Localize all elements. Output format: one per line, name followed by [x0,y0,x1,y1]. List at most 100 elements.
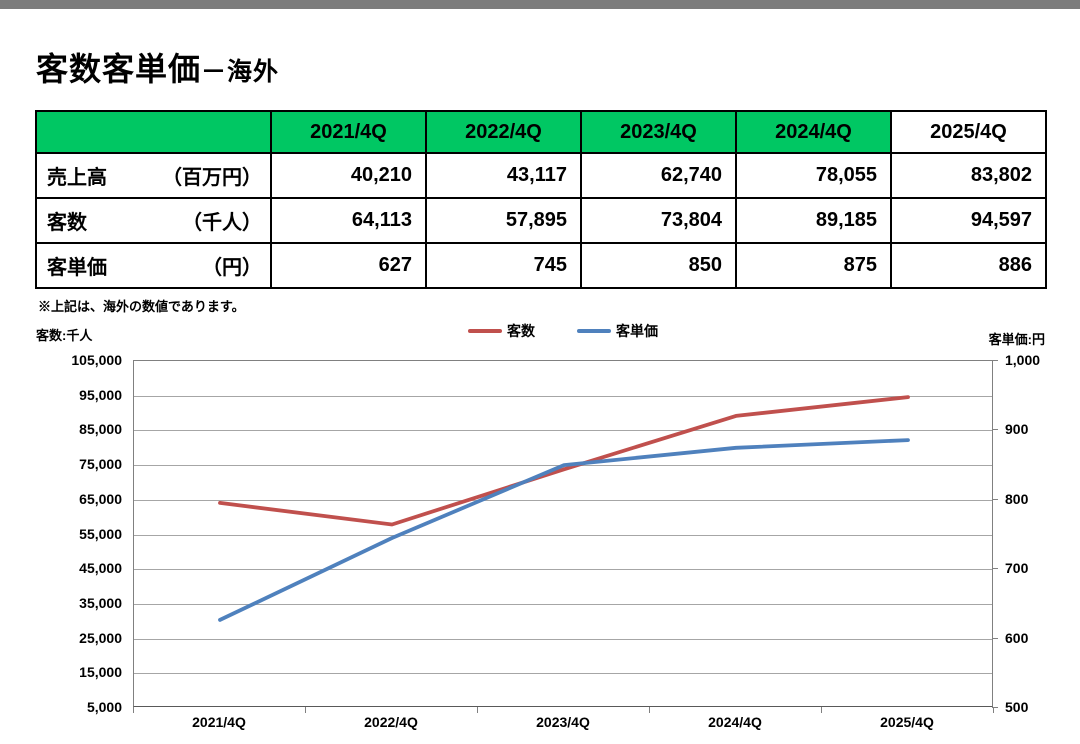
gridline [134,638,992,640]
table-cell: 875 [735,242,892,289]
right-axis-tick-label: 1,000 [1005,352,1041,368]
table-header-row: 2021/4Q 2022/4Q 2023/4Q 2024/4Q 2025/4Q [35,110,1047,154]
column-header: 2021/4Q [270,110,427,154]
column-header: 2024/4Q [735,110,892,154]
table-cell: 78,055 [735,152,892,199]
table-cell: 627 [270,242,427,289]
right-axis-title: 客単価:円 [988,332,1045,347]
right-axis-tickmark [992,360,998,361]
left-axis-title: 客数:千人 [36,328,93,343]
page-title: 客数客単価－海外 [36,44,279,90]
left-axis-tick-label: 5,000 [86,699,122,715]
kpi-table: 2021/4Q 2022/4Q 2023/4Q 2024/4Q 2025/4Q … [35,110,1047,289]
right-axis-tickmark [992,637,998,639]
x-axis-tickmark [821,707,822,713]
right-axis-tick-label: 900 [1005,421,1029,438]
table-cell: 62,740 [580,152,737,199]
x-axis-label: 2025/4Q [880,714,934,730]
table-corner-cell [35,110,272,154]
series-line-客数 [218,395,910,527]
gridline [134,430,992,432]
x-axis-label: 2021/4Q [192,714,246,730]
page-title-suffix: －海外 [201,58,280,86]
footnote: ※上記は、海外の数値であります。 [38,299,245,314]
right-axis-tick-label: 500 [1005,699,1029,715]
x-axis-tickmark [649,707,650,713]
right-axis-tickmarks [992,360,999,708]
row-unit: （百万円） [162,167,262,189]
right-axis-tick-labels: 1,000 900 800 700 600 500 [1005,352,1075,715]
page-title-main: 客数客単価 [36,51,202,87]
gridline [134,569,992,571]
chart-legend: 客数 客単価 [133,322,993,340]
legend-item-客単価: 客単価 [577,321,658,341]
table-cell: 850 [580,242,737,289]
legend-item-客数: 客数 [468,321,535,341]
column-header: 2022/4Q [425,110,582,154]
right-axis-tick-label: 600 [1005,629,1029,646]
legend-line-swatch [577,329,611,333]
x-axis-tickmark [477,707,478,713]
left-axis-tick-label: 85,000 [79,421,122,438]
column-header-current: 2025/4Q [890,110,1047,154]
row-unit: （円） [202,257,262,279]
row-label: 客数 [47,212,87,234]
row-label: 客単価 [47,257,107,279]
row-unit: （千人） [182,212,262,234]
x-axis-label: 2022/4Q [364,714,418,730]
x-axis-tickmark [133,707,134,713]
line-chart-plot-area [133,360,993,707]
left-axis-tick-label: 15,000 [79,664,122,681]
row-label-cell: 客数 （千人） [35,197,272,244]
table-cell: 73,804 [580,197,737,244]
table-cell: 89,185 [735,197,892,244]
x-axis-tickmarks [133,707,994,714]
left-axis-tick-label: 95,000 [79,386,122,403]
legend-label: 客単価 [616,323,658,339]
gridline [134,534,992,536]
x-axis-tickmark [993,707,994,713]
series-line-客単価 [218,438,910,622]
row-label: 売上高 [47,167,107,189]
left-axis-tick-label: 45,000 [79,560,122,577]
table-cell: 886 [890,242,1047,289]
x-axis-tickmark [305,707,306,713]
legend-label: 客数 [507,323,535,339]
table-cell: 57,895 [425,197,582,244]
left-axis-tick-label: 55,000 [79,525,122,542]
left-axis-tick-label: 65,000 [79,490,122,507]
right-axis-tickmark [992,429,998,431]
left-axis-tick-label: 35,000 [79,594,122,611]
row-label-cell: 売上高 （百万円） [35,152,272,199]
legend-line-swatch [468,329,502,333]
x-axis-label: 2023/4Q [536,714,590,730]
gridline [134,395,992,397]
left-axis-tick-label: 105,000 [71,352,122,368]
top-gray-bar [0,0,1080,9]
right-axis-tick-label: 700 [1005,560,1029,577]
right-axis-tick-label: 800 [1005,490,1029,507]
gridline [134,673,992,675]
gridline [134,603,992,605]
row-label-cell: 客単価 （円） [35,242,272,289]
table-cell: 94,597 [890,197,1047,244]
column-header: 2023/4Q [580,110,737,154]
x-axis-labels: 2021/4Q 2022/4Q 2023/4Q 2024/4Q 2025/4Q [133,714,993,734]
left-axis-tick-label: 75,000 [79,456,122,473]
right-axis-tickmark [992,568,998,570]
table-cell: 40,210 [270,152,427,199]
right-axis-tickmark [992,707,998,708]
table-cell: 745 [425,242,582,289]
table-row-sales: 売上高 （百万円） 40,210 43,117 62,740 78,055 83… [35,152,1047,199]
x-axis-label: 2024/4Q [708,714,762,730]
table-row-unit-price: 客単価 （円） 627 745 850 875 886 [35,242,1047,289]
left-axis-tick-label: 25,000 [79,629,122,646]
table-cell: 64,113 [270,197,427,244]
table-row-customers: 客数 （千人） 64,113 57,895 73,804 89,185 94,5… [35,197,1047,244]
left-axis-tick-labels: 105,000 95,000 85,000 75,000 65,000 55,000 45,… [30,352,128,715]
right-axis-tickmark [992,498,998,500]
table-cell: 43,117 [425,152,582,199]
table-cell: 83,802 [890,152,1047,199]
gridline [134,499,992,501]
